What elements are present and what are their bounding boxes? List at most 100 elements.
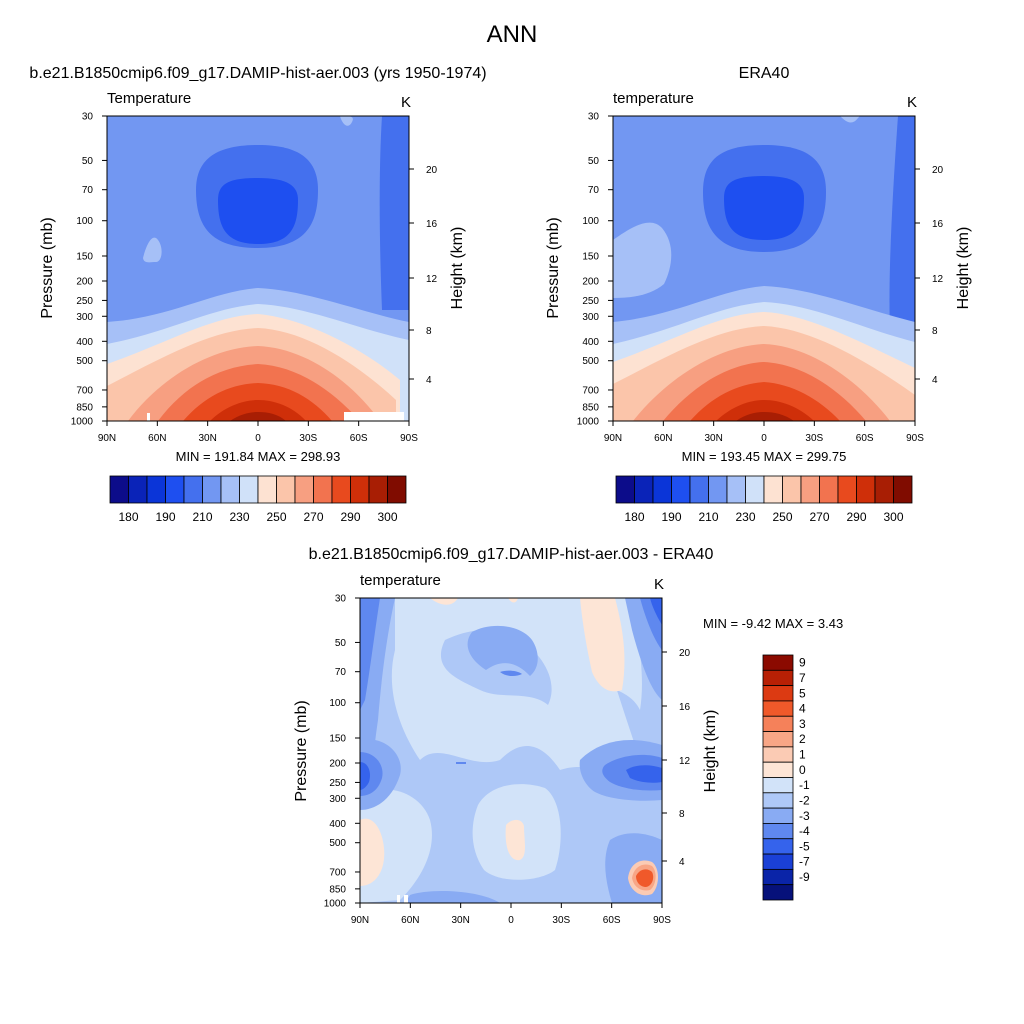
page-title: ANN [487,21,538,48]
latitude-tick-label: 90N [98,433,116,444]
colorbar-label: -1 [799,778,810,792]
latitude-tick-label: 60N [654,433,672,444]
height-tick-label: 4 [426,375,432,386]
pressure-tick-label: 1000 [71,417,94,428]
pressure-tick: 300 [76,312,107,323]
latitude-tick: 30S [805,421,824,444]
colorbar-label: 270 [809,510,829,524]
pressure-tick-label: 50 [588,156,600,167]
pressure-tick: 500 [76,356,107,367]
colorbar-swatch [708,475,728,504]
latitude-tick-label: 30S [552,915,570,926]
pressure-tick: 100 [76,216,107,227]
colorbar-swatch [239,475,259,504]
pressure-tick: 850 [329,884,360,895]
pressure-tick: 30 [588,112,613,123]
height-tick-label: 12 [426,274,438,285]
variable-label: Temperature [107,90,191,107]
panel-title: b.e21.B1850cmip6.f09_g17.DAMIP-hist-aer.… [29,65,486,82]
pressure-tick: 50 [82,156,107,167]
height-tick: 8 [662,809,685,820]
pressure-tick-label: 50 [335,638,347,649]
min-max-label: MIN = 191.84 MAX = 298.93 [176,449,341,464]
colorbar-label: 1 [799,748,806,762]
colorbar-swatch [762,669,794,687]
height-tick: 4 [662,857,685,868]
colorbar-swatch [294,475,314,504]
missing-data [344,412,404,421]
pressure-tick-label: 500 [329,838,346,849]
pressure-tick-label: 400 [76,337,93,348]
pressure-tick: 500 [329,838,360,849]
panel-obs: ERA40 temperature K 30507010015020025030… [545,65,972,524]
height-tick-label: 4 [679,857,685,868]
height-tick-label: 20 [426,165,438,176]
pressure-tick-label: 250 [76,296,93,307]
pressure-tick-label: 200 [582,277,599,288]
height-tick: 8 [915,326,938,337]
colorbar-label: 190 [661,510,681,524]
pressure-tick: 150 [329,733,360,744]
pressure-axis: 30 50 70 100 150 200 250 300 400 500 700 850 1000 [577,112,613,428]
pressure-tick-label: 850 [329,884,346,895]
units-label: K [654,576,664,593]
colorbar-label: 210 [192,510,212,524]
height-tick: 8 [409,326,432,337]
contour-band [467,625,538,676]
pressure-tick: 250 [329,778,360,789]
latitude-tick: 60S [350,421,368,444]
latitude-tick-label: 60S [350,433,368,444]
pressure-tick: 30 [335,594,360,605]
colorbar-swatch [762,761,794,778]
pressure-tick-label: 100 [76,216,93,227]
colorbar-swatch [762,792,794,809]
pressure-tick-label: 30 [588,112,600,123]
colorbar-swatch [762,884,794,901]
colorbar-label: 7 [799,671,806,685]
pressure-tick: 1000 [324,899,360,910]
colorbar-swatch [331,475,351,504]
height-tick: 20 [915,165,944,176]
height-tick: 4 [409,375,432,386]
colorbar-label: 290 [340,510,360,524]
pressure-tick-label: 30 [335,594,347,605]
colorbar-swatch [762,700,794,717]
pressure-tick-label: 850 [582,402,599,413]
contour-band [716,400,814,421]
min-max-label: MIN = 193.45 MAX = 299.75 [682,449,847,464]
latitude-tick: 90S [400,421,418,444]
height-tick-label: 20 [679,648,691,659]
pressure-tick: 200 [582,277,613,288]
colorbar-label: 250 [266,510,286,524]
latitude-tick-label: 30N [198,433,216,444]
pressure-tick-label: 70 [588,185,600,196]
colorbar-swatch [762,715,794,732]
panel-diff: b.e21.B1850cmip6.f09_g17.DAMIP-hist-aer.… [293,546,843,926]
missing-data [147,413,150,421]
contour-band [840,116,860,123]
latitude-tick: 90N [98,421,116,444]
pressure-tick: 50 [588,156,613,167]
height-tick-label: 16 [679,702,691,713]
pressure-tick: 250 [76,296,107,307]
height-axis: 20 16 12 8 4 [915,165,944,386]
colorbar-swatch [837,475,857,504]
contour-band [230,412,286,421]
missing-data [397,895,400,903]
units-label: K [907,94,917,111]
height-tick-label: 8 [932,326,938,337]
latitude-tick-label: 0 [508,915,514,926]
height-tick-label: 12 [679,756,691,767]
latitude-tick: 90N [351,903,369,926]
missing-data [404,895,408,903]
height-tick-label: 4 [932,375,938,386]
units-label: K [401,94,411,111]
pressure-tick: 100 [582,216,613,227]
colorbar-label: 4 [799,702,806,716]
pressure-tick: 150 [76,251,107,262]
contour-band [736,412,794,421]
latitude-tick: 30S [299,421,318,444]
contour-band [626,765,662,783]
colorbar-swatch [652,475,672,504]
